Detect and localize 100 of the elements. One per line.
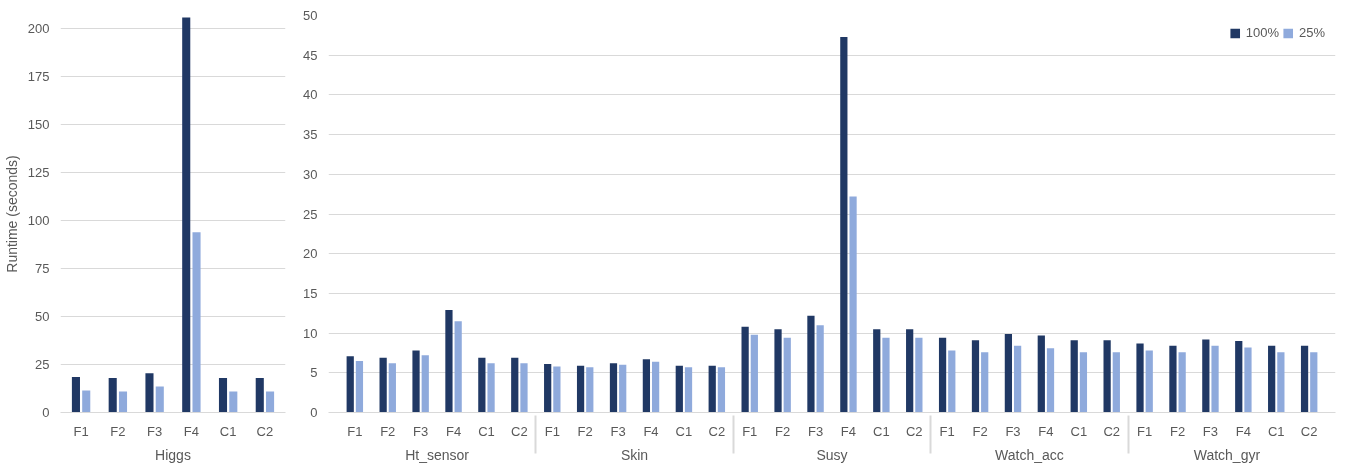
bar (108, 377, 117, 413)
y-tick-label: 50 (35, 309, 50, 325)
bar (1145, 350, 1153, 413)
bar (1235, 341, 1243, 413)
y-tick-label: 45 (303, 47, 318, 63)
bar (1178, 352, 1186, 413)
bar (684, 367, 693, 413)
bar (873, 329, 881, 413)
bar (1103, 340, 1111, 413)
bar (708, 365, 716, 413)
y-tick-label: 50 (303, 8, 318, 23)
bar (1310, 352, 1318, 413)
bar (445, 310, 453, 413)
bar (355, 360, 364, 413)
bar (619, 364, 627, 413)
x-tick-label: F2 (110, 423, 126, 439)
bar (651, 361, 660, 413)
bar (642, 359, 651, 413)
bar (1013, 345, 1022, 413)
bar (1277, 352, 1285, 413)
x-tick-label: F4 (1038, 423, 1054, 439)
x-tick-label: F3 (807, 423, 824, 439)
y-tick-label: 20 (303, 246, 318, 262)
x-tick-label: F3 (413, 423, 429, 439)
y-tick-label: 35 (303, 127, 318, 143)
bar (1244, 347, 1252, 413)
x-tick-label: F2 (1169, 423, 1186, 439)
x-tick-label: C2 (1103, 423, 1121, 439)
x-tick-label: C1 (675, 423, 693, 439)
y-tick-label: 150 (27, 117, 50, 133)
bar (182, 17, 191, 413)
bar (906, 329, 914, 413)
bar (576, 365, 585, 413)
bar (454, 321, 462, 413)
legend-label: 100% (1245, 25, 1279, 40)
bar (1136, 343, 1144, 413)
text: Watch_gyr (1193, 446, 1261, 463)
bar (840, 36, 848, 413)
bar (675, 365, 683, 413)
y-tick-label: 175 (27, 69, 50, 85)
x-tick-label: F4 (840, 423, 857, 439)
y-tick-label: 100 (27, 213, 50, 229)
bar (1300, 345, 1309, 413)
bar (882, 337, 890, 413)
x-tick-label: F1 (73, 423, 89, 439)
bar (71, 377, 80, 413)
x-tick-label: C1 (478, 423, 495, 439)
y-tick-label: 15 (303, 285, 318, 301)
bar (511, 357, 519, 413)
bar (544, 364, 552, 413)
bar (218, 377, 228, 413)
bar (586, 367, 594, 413)
x-tick-label: C2 (708, 423, 726, 439)
x-tick-label: F4 (643, 423, 659, 439)
bar (1046, 348, 1055, 413)
y-tick-label: 30 (303, 166, 318, 182)
x-tick-label: F2 (775, 423, 791, 439)
x-tick-label: C1 (1070, 423, 1088, 439)
x-tick-label: C2 (511, 423, 528, 439)
x-tick-label: F1 (544, 423, 560, 439)
bar (816, 325, 824, 413)
bar (783, 337, 791, 413)
text: Skin (620, 446, 649, 463)
bar (807, 315, 815, 413)
bar (1037, 335, 1045, 413)
y-tick-label: 0 (42, 405, 50, 420)
bar (1202, 339, 1210, 413)
bar (1112, 352, 1120, 413)
bar (553, 366, 561, 413)
bar (421, 355, 429, 413)
x-tick-label: F3 (1202, 423, 1219, 439)
bar (229, 391, 238, 413)
bar (118, 391, 128, 413)
bar (412, 350, 420, 413)
x-tick-label: F1 (939, 423, 955, 439)
x-tick-label: F4 (1235, 423, 1251, 439)
x-tick-label: F3 (1005, 423, 1021, 439)
bar (1211, 345, 1219, 413)
bar (388, 363, 396, 413)
bar (266, 391, 275, 413)
x-tick-label: C2 (1300, 423, 1318, 439)
x-tick-label: F4 (183, 423, 199, 439)
text: Ht_sensor (405, 446, 470, 463)
bar (609, 363, 618, 413)
bar (255, 377, 264, 413)
x-tick-label: F1 (742, 423, 758, 439)
y-tick-label: 40 (303, 87, 318, 103)
bar (750, 334, 758, 413)
x-tick-label: F3 (610, 423, 626, 439)
y-tick-label: 0 (310, 405, 318, 420)
x-tick-label: F1 (347, 423, 363, 439)
x-tick-label: F1 (1137, 423, 1153, 439)
text: Higgs (155, 446, 191, 463)
bar (379, 357, 387, 413)
text: Susy (816, 446, 848, 463)
bar (192, 232, 201, 413)
x-tick-label: F2 (577, 423, 593, 439)
legend-label: 25% (1298, 25, 1325, 40)
bar (487, 363, 495, 413)
x-tick-label: C1 (873, 423, 890, 439)
